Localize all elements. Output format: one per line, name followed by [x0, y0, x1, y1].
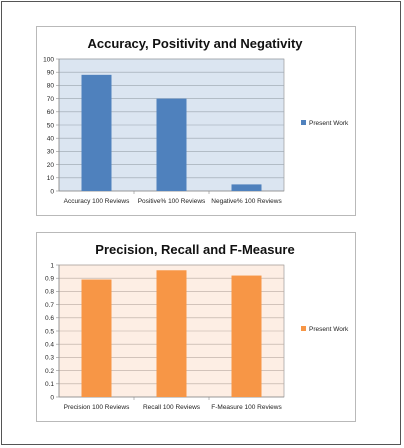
- y-tick-label: 0.1: [45, 381, 54, 388]
- y-tick-label: 30: [47, 149, 55, 156]
- y-tick-label: 40: [47, 136, 55, 143]
- x-tick-label: F-Measure 100 Reviews: [211, 404, 282, 411]
- x-tick-label: Negative% 100 Reviews: [211, 198, 282, 205]
- y-tick-label: 0.7: [45, 302, 54, 309]
- bar: [81, 279, 112, 397]
- accuracy-chart: Accuracy, Positivity and Negativity 0 10 2…: [43, 36, 349, 205]
- x-tick-label: Accuracy 100 Reviews: [64, 198, 130, 205]
- chart-title: Precision, Recall and F-Measure: [95, 242, 294, 257]
- y-tick-label: 0.3: [45, 355, 54, 362]
- y-tick-label: 0.6: [45, 315, 54, 322]
- bar: [156, 98, 187, 191]
- y-tick-label: 80: [47, 83, 55, 90]
- y-tick-label: 10: [47, 175, 55, 182]
- x-tick-label: Recall 100 Reviews: [143, 404, 201, 411]
- bar: [231, 275, 262, 397]
- y-tick-label: 0.8: [45, 289, 54, 296]
- bar: [231, 184, 262, 191]
- precision-chart: Precision, Recall and F-Measure 0 0.1 0.2 0…: [45, 242, 349, 411]
- legend-swatch: [301, 120, 306, 125]
- x-tick-label: Positive% 100 Reviews: [138, 198, 206, 205]
- y-tick-label: 0: [50, 394, 54, 401]
- y-tick-label: 0.4: [45, 342, 54, 349]
- y-tick-label: 70: [47, 96, 55, 103]
- y-tick-label: 100: [43, 56, 54, 63]
- y-tick-label: 1: [50, 262, 54, 269]
- accuracy-chart-panel: Accuracy, Positivity and Negativity 0 10 2…: [36, 26, 356, 216]
- legend-swatch: [301, 326, 306, 331]
- y-tick-label: 20: [47, 162, 55, 169]
- chart-title: Accuracy, Positivity and Negativity: [87, 36, 303, 51]
- y-tick-label: 50: [47, 122, 55, 129]
- bar: [156, 270, 187, 397]
- precision-chart-panel: Precision, Recall and F-Measure 0 0.1 0.2 0…: [36, 232, 356, 422]
- x-tick-label: Precision 100 Reviews: [64, 404, 131, 411]
- legend-label: Present Work: [309, 326, 349, 333]
- y-tick-label: 90: [47, 70, 55, 77]
- y-tick-label: 60: [47, 109, 55, 116]
- y-tick-label: 0.9: [45, 276, 54, 283]
- y-tick-label: 0.5: [45, 328, 54, 335]
- bar: [81, 74, 112, 191]
- legend-label: Present Work: [309, 120, 349, 127]
- y-tick-label: 0.2: [45, 368, 54, 375]
- y-tick-label: 0: [50, 188, 54, 195]
